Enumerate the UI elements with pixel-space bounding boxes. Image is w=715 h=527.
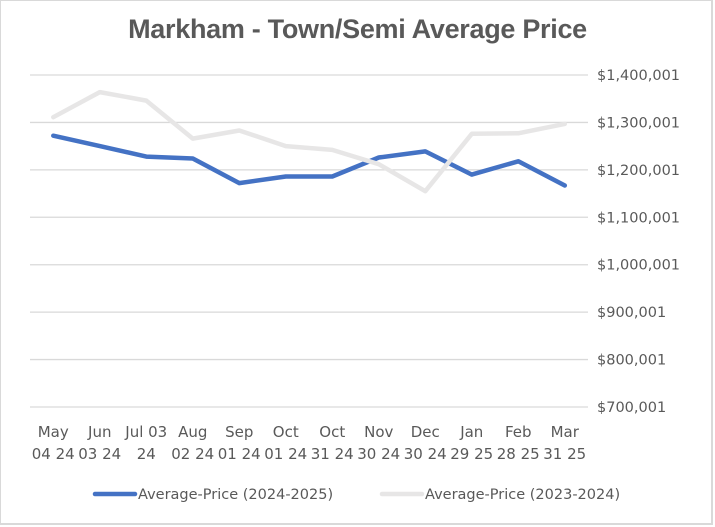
x-tick-label: Dec — [411, 423, 440, 441]
x-tick-label: Oct — [319, 423, 345, 441]
gridlines — [30, 74, 588, 408]
legend: Average-Price (2024-2025) Average-Price (… — [92, 487, 620, 503]
x-tick-label: 04 24 — [32, 445, 75, 463]
y-tick-label: $1,100,001 — [597, 210, 680, 226]
x-tick-label: 29 25 — [450, 445, 493, 463]
x-tick-label: 03 24 — [78, 445, 121, 463]
series-line-1 — [51, 89, 568, 194]
series-line-0 — [51, 133, 568, 188]
x-tick-label: Jul 03 — [124, 423, 167, 441]
x-tick-label: 30 24 — [357, 445, 400, 463]
x-tick-label: Mar — [551, 423, 580, 441]
x-tick-label: 01 24 — [218, 445, 261, 463]
x-tick-label: Sep — [225, 423, 253, 441]
y-tick-label: $1,300,001 — [597, 115, 680, 131]
x-tick-label: Oct — [273, 423, 299, 441]
chart-title: Markham - Town/Semi Average Price — [128, 14, 587, 44]
y-tick-label: $1,000,001 — [597, 258, 680, 274]
y-tick-label: $1,400,001 — [597, 68, 680, 84]
x-tick-label: 24 — [137, 445, 156, 463]
x-tick-label: Nov — [364, 423, 393, 441]
legend-label: Average-Price (2024-2025) — [138, 487, 333, 503]
x-tick-label: 31 24 — [311, 445, 354, 463]
x-tick-label: 02 24 — [171, 445, 214, 463]
x-tick-label: Jun — [87, 423, 111, 441]
y-tick-label: $800,001 — [597, 353, 666, 369]
y-tick-label: $700,001 — [597, 400, 666, 416]
y-axis-ticks: $700,001 $800,001 $900,001 $1,000,001 $1,100… — [597, 68, 680, 416]
x-tick-label: 28 25 — [497, 445, 540, 463]
x-tick-label: Aug — [178, 423, 207, 441]
legend-label: Average-Price (2023-2024) — [425, 487, 620, 503]
y-tick-label: $1,200,001 — [597, 163, 680, 179]
x-tick-label: 30 24 — [404, 445, 447, 463]
x-tick-label: May — [38, 423, 69, 441]
x-tick-label: Jan — [459, 423, 483, 441]
x-tick-label: Feb — [505, 423, 532, 441]
x-tick-label: 01 24 — [264, 445, 307, 463]
x-tick-label: 31 25 — [543, 445, 586, 463]
y-tick-label: $900,001 — [597, 305, 666, 321]
series-lines — [51, 89, 568, 194]
